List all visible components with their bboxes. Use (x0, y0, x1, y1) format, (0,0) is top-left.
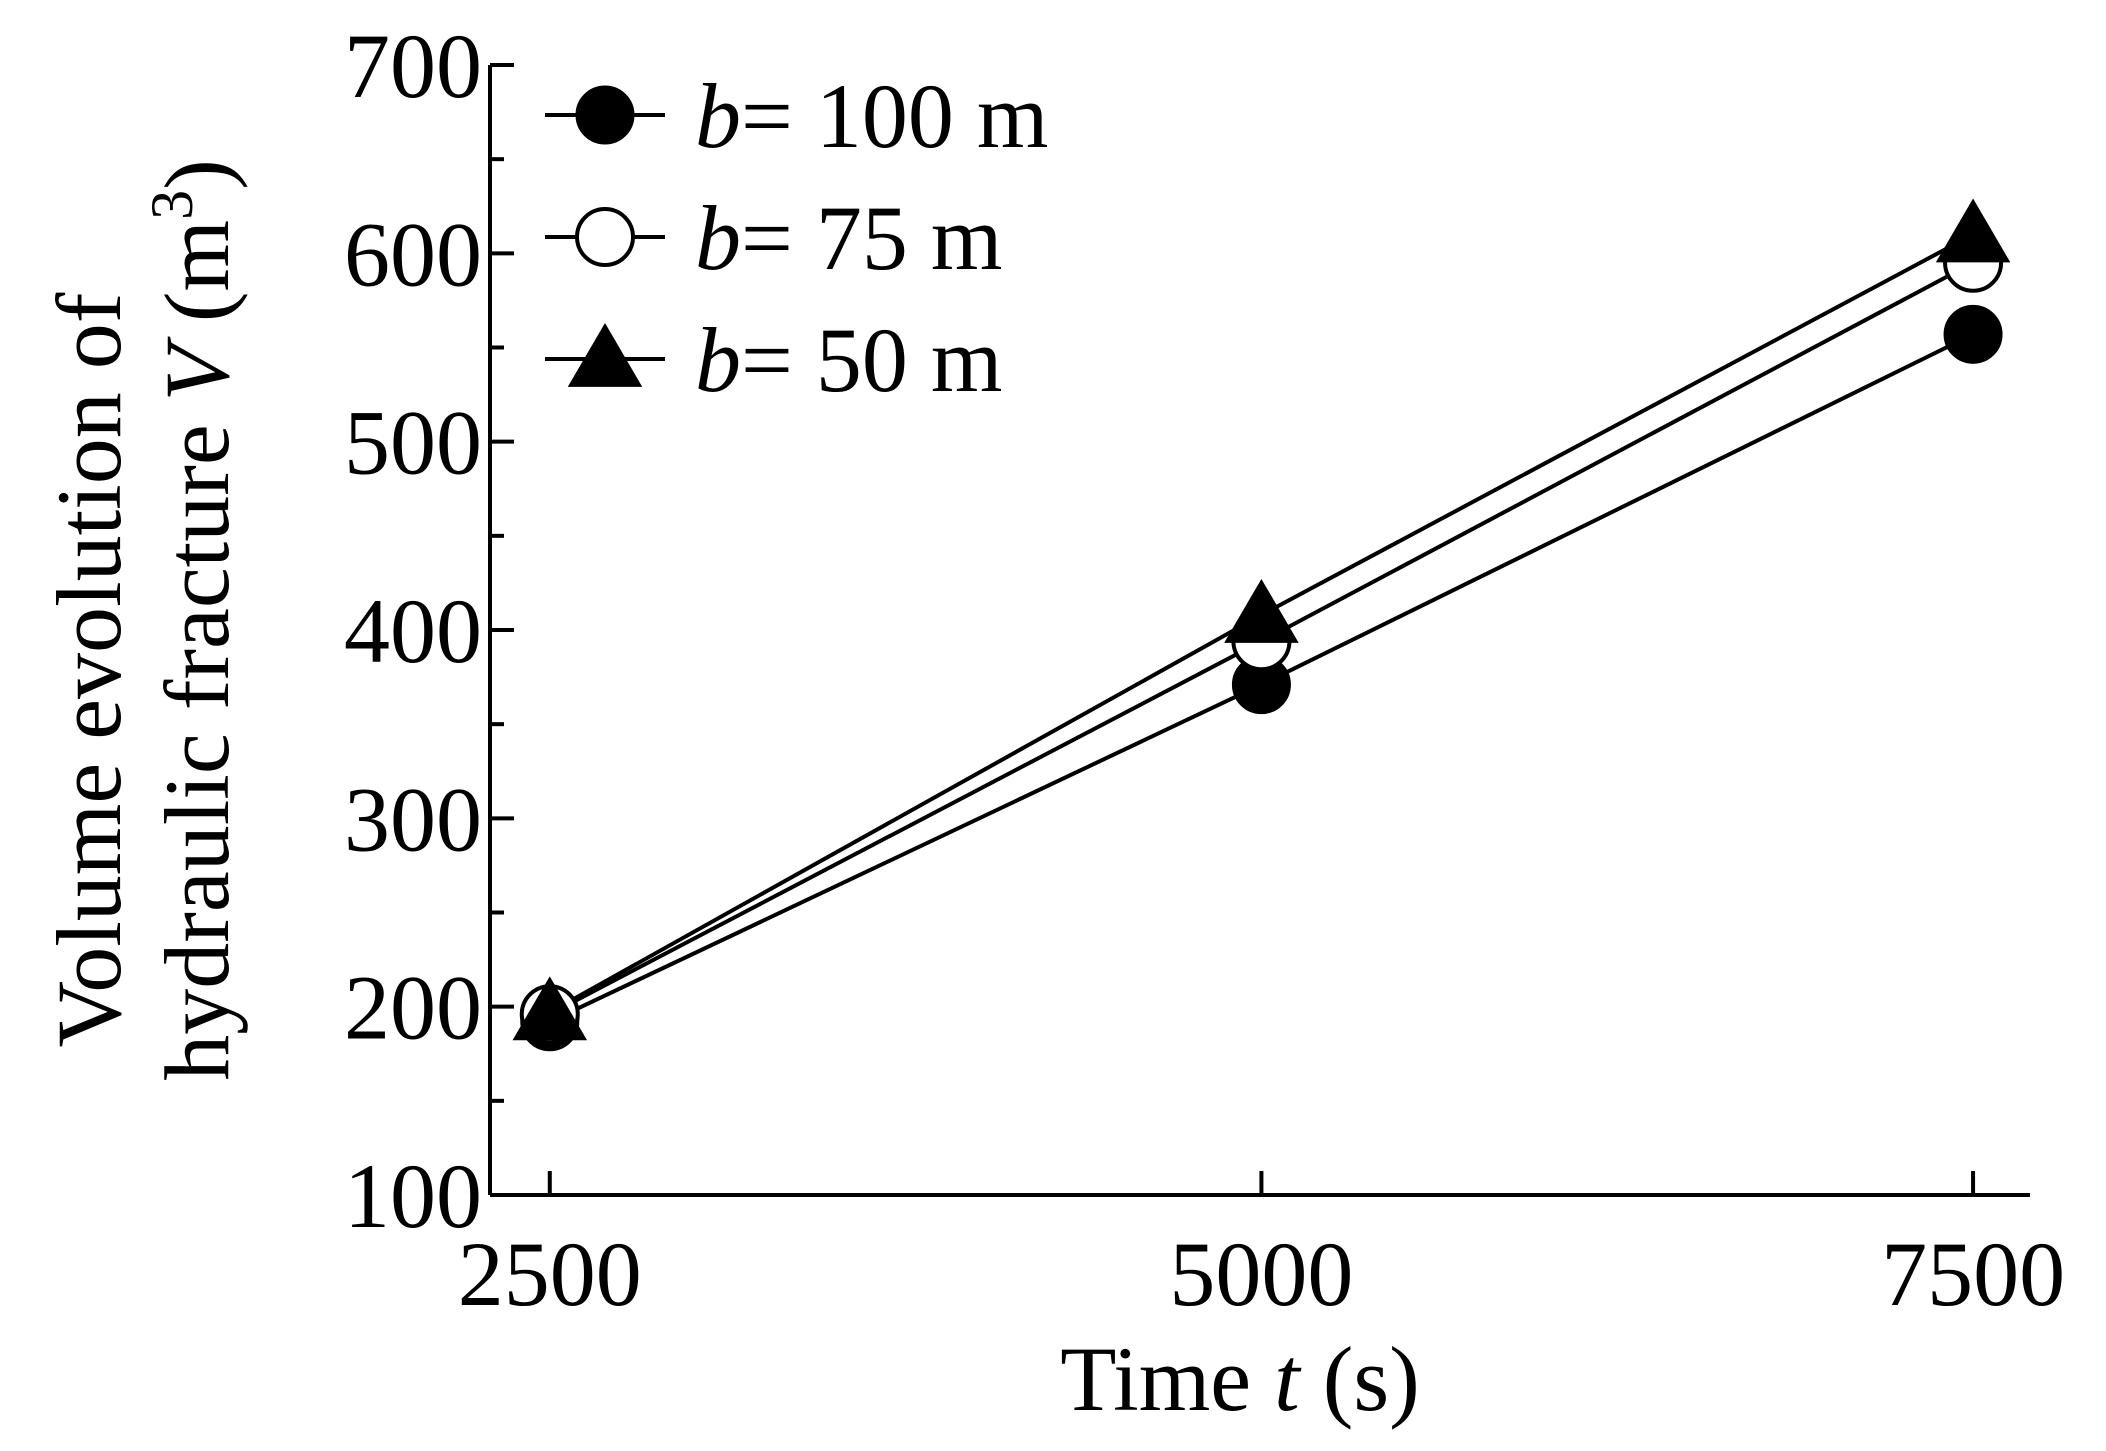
y-tick-label-200: 200 (344, 957, 482, 1059)
y-axis-title-line1: Volume evolution of (38, 292, 140, 1047)
y-tick-label-100: 100 (344, 1145, 482, 1247)
legend-label-1: b= 75 m (695, 187, 1002, 289)
y-tick-label-500: 500 (344, 392, 482, 494)
x-tick-label-5000: 5000 (1169, 1223, 1353, 1325)
data-point-s0-7500 (1943, 304, 2003, 364)
y-tick-label-300: 300 (344, 768, 482, 870)
x-tick-label-2500: 2500 (458, 1223, 642, 1325)
x-axis-ticks: 2500 5000 7500 (458, 1171, 2065, 1325)
y-axis-ticks: 100 200 300 400 500 600 700 (344, 15, 514, 1247)
x-axis-title: Time t (s) (1060, 1328, 1420, 1430)
data-point-s2-5000 (1224, 578, 1299, 643)
y-tick-label-400: 400 (344, 580, 482, 682)
y-tick-label-700: 700 (344, 15, 482, 117)
x-tick-label-7500: 7500 (1881, 1223, 2065, 1325)
legend-marker-0 (575, 85, 635, 145)
legend-label-0: b= 100 m (695, 65, 1048, 167)
data-point-s2-7500 (1935, 198, 2011, 263)
legend: b= 100 m b= 75 m b= 50 m (545, 65, 1048, 411)
y-axis-title: Volume evolution of hydraulic fracture V… (38, 159, 248, 1080)
legend-label-2: b= 50 m (695, 309, 1002, 411)
series-markers (512, 198, 2011, 1052)
data-point-s2-2500 (512, 976, 588, 1041)
y-axis-title-line2: hydraulic fracture V (m3) (139, 159, 248, 1080)
legend-marker-1 (575, 207, 635, 267)
legend-marker-2 (567, 323, 643, 387)
y-tick-label-600: 600 (344, 203, 482, 305)
